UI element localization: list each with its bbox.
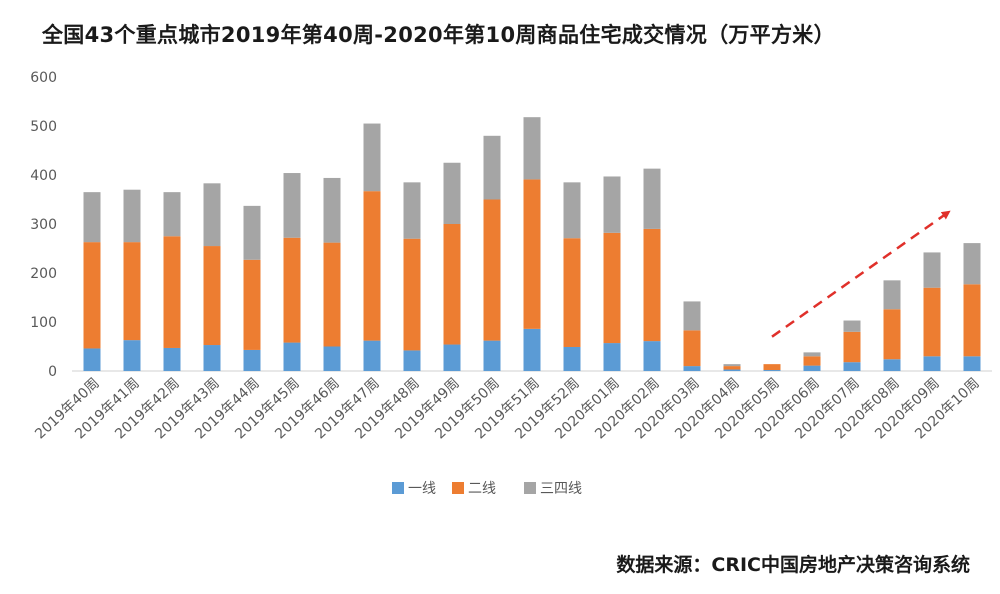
bar-segment-tier2: [483, 199, 501, 341]
bar-segment-tier2: [283, 237, 301, 343]
bar-segment-tier2: [723, 366, 741, 370]
bar-segment-tier2: [203, 246, 221, 346]
bar-segment-tier1: [803, 365, 821, 371]
y-tick-label: 500: [30, 119, 57, 135]
bar-segment-tier1: [203, 345, 221, 371]
bar-segment-tier1: [243, 349, 261, 371]
bar-segment-tier3-4: [923, 252, 941, 288]
bar-segment-tier1: [283, 342, 301, 371]
bar-segment-tier3-4: [363, 123, 381, 192]
chart-title: 全国43个重点城市2019年第40周-2020年第10周商品住宅成交情况（万平方…: [42, 23, 835, 47]
bar-segment-tier3-4: [843, 320, 861, 332]
bar-segment-tier1: [403, 350, 421, 371]
bar-segment-tier2: [683, 330, 701, 367]
bar-segment-tier3-4: [643, 168, 661, 229]
bar-segment-tier3-4: [603, 176, 621, 233]
bar-segment-tier2: [643, 228, 661, 342]
bar-segment-tier2: [363, 191, 381, 341]
bar-segment-tier3-4: [403, 182, 421, 239]
y-tick-label: 100: [30, 315, 57, 331]
bar-segment-tier2: [83, 242, 101, 349]
bar-segment-tier2: [803, 356, 821, 366]
bar-segment-tier2: [123, 242, 141, 341]
bars-group: [83, 117, 981, 371]
bar-segment-tier2: [963, 284, 981, 357]
y-tick-label: 200: [30, 266, 57, 282]
bar-segment-tier2: [603, 232, 621, 344]
bar-segment-tier3-4: [683, 301, 701, 331]
legend-label: 一线: [408, 481, 436, 497]
legend-label: 三四线: [540, 481, 582, 497]
bar-segment-tier2: [763, 364, 781, 371]
bar-segment-tier1: [83, 348, 101, 371]
bar-segment-tier3-4: [123, 189, 141, 243]
bar-segment-tier3-4: [803, 352, 821, 357]
bar-segment-tier3-4: [963, 243, 981, 285]
legend: 一线 二线 三四线: [392, 481, 582, 497]
bar-segment-tier1: [523, 328, 541, 371]
bar-segment-tier1: [363, 340, 381, 371]
bar-segment-tier1: [443, 344, 461, 371]
legend-swatch-tier3-4: [524, 482, 536, 494]
legend-swatch-tier2: [452, 482, 464, 494]
y-tick-label: 0: [48, 364, 57, 380]
bar-segment-tier3-4: [723, 364, 741, 367]
bar-segment-tier2: [883, 309, 901, 360]
bar-segment-tier2: [403, 238, 421, 351]
bar-segment-tier1: [643, 341, 661, 371]
bar-segment-tier3-4: [243, 205, 261, 260]
bar-segment-tier1: [163, 347, 181, 371]
bar-segment-tier2: [563, 238, 581, 347]
bar-segment-tier1: [923, 356, 941, 371]
bar-segment-tier1: [963, 356, 981, 371]
bar-segment-tier3-4: [83, 192, 101, 243]
bar-segment-tier3-4: [163, 192, 181, 237]
trend-arrow: [771, 210, 951, 338]
bar-segment-tier2: [523, 179, 541, 329]
bar-segment-tier3-4: [563, 182, 581, 239]
x-axis: 2019年40周2019年41周2019年42周2019年43周2019年44周…: [32, 375, 982, 442]
bar-segment-tier1: [843, 362, 861, 371]
bar-segment-tier1: [763, 370, 781, 371]
bar-segment-tier1: [603, 343, 621, 371]
bar-segment-tier1: [483, 340, 501, 371]
legend-swatch-tier1: [392, 482, 404, 494]
bar-segment-tier1: [323, 346, 341, 371]
annotations: [771, 210, 951, 338]
bar-segment-tier1: [563, 346, 581, 371]
bar-segment-tier3-4: [323, 177, 341, 243]
bar-segment-tier1: [723, 369, 741, 371]
bar-segment-tier3-4: [883, 280, 901, 310]
source-note: 数据来源：CRIC中国房地产决策咨询系统: [616, 554, 970, 576]
bar-segment-tier2: [843, 331, 861, 363]
bar-segment-tier3-4: [283, 173, 301, 238]
bar-segment-tier3-4: [483, 135, 501, 200]
bar-segment-tier3-4: [203, 183, 221, 247]
bar-segment-tier2: [243, 259, 261, 350]
legend-label: 二线: [468, 481, 496, 497]
bar-segment-tier3-4: [443, 162, 461, 224]
bar-segment-tier2: [923, 287, 941, 357]
bar-segment-tier2: [163, 236, 181, 348]
bar-segment-tier2: [443, 224, 461, 345]
y-tick-label: 600: [30, 70, 57, 86]
y-tick-label: 300: [30, 217, 57, 233]
bar-segment-tier1: [883, 359, 901, 371]
bar-segment-tier1: [683, 366, 701, 371]
y-tick-label: 400: [30, 168, 57, 184]
bar-segment-tier2: [323, 242, 341, 347]
bar-segment-tier3-4: [523, 117, 541, 180]
bar-segment-tier1: [123, 340, 141, 371]
